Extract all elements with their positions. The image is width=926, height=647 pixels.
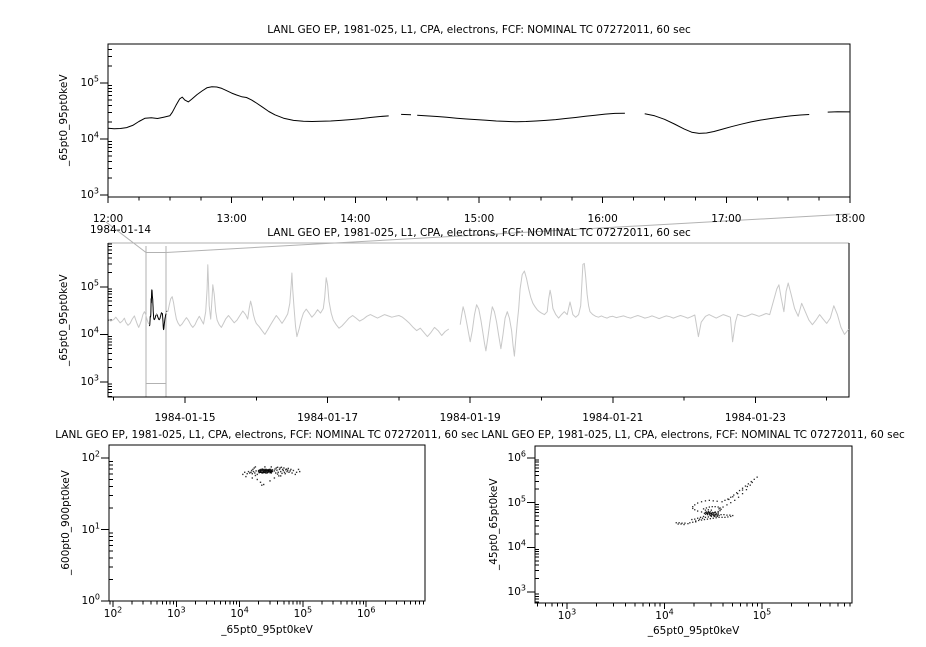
x-tick-label: 105 [752,607,772,622]
time-tick-label: 14:00 [340,213,371,225]
panel1-title: LANL GEO EP, 1981-025, L1, CPA, electron… [267,24,691,36]
panel1-frame [107,43,851,198]
panel4-x-axis-label: _65pt0_95pt0keV [647,625,740,637]
panel4-title: LANL GEO EP, 1981-025, L1, CPA, electron… [481,429,905,441]
date-tick-label: 1984-01-17 [297,412,359,424]
time-tick-label: 15:00 [463,213,495,225]
y-tick-label: 105 [80,74,99,89]
date-tick-label: 1984-01-21 [582,412,644,424]
time-tick-label: 13:00 [216,213,247,225]
date-context-label: 1984-01-14 [90,224,152,236]
panel2-highlight-series-line [148,289,168,331]
panel2-frame [107,243,850,398]
y-tick-label: 105 [507,494,526,509]
panel4-scatter-points [675,476,758,526]
date-tick-label: 1984-01-15 [154,412,216,424]
x-tick-label: 103 [557,607,577,622]
y-tick-label: 104 [80,130,99,145]
time-tick-label: 18:00 [834,213,866,225]
panel4-y-axis-label: _45pt0_65pt0keV [488,478,500,571]
panel3-frame [108,444,426,602]
panel1-series-line [107,86,851,134]
panel2-context-series-line [108,262,850,357]
x-tick-label: 104 [655,607,674,622]
x-tick-label: 103 [167,605,186,620]
panel1-y-axis-label: _65pt0_95pt0keV [58,74,70,167]
panel2-title: LANL GEO EP, 1981-025, L1, CPA, electron… [267,227,691,239]
panel3-title: LANL GEO EP, 1981-025, L1, CPA, electron… [55,429,479,441]
y-tick-label: 103 [80,373,99,388]
panel4-frame [534,445,853,604]
connector-line-right [165,213,851,253]
time-tick-label: 12:00 [92,213,124,225]
y-tick-label: 100 [81,592,100,607]
x-tick-label: 106 [356,605,376,620]
panel3-x-axis-label: _65pt0_95pt0keV [221,624,313,636]
date-tick-label: 1984-01-23 [724,412,786,424]
y-tick-label: 105 [80,278,99,293]
y-tick-label: 101 [81,521,100,536]
date-tick-label: 1984-01-19 [439,412,501,424]
time-tick-label: 16:00 [587,213,618,225]
x-tick-label: 102 [103,605,123,620]
connector-line-left [105,221,147,253]
y-tick-label: 106 [507,449,526,464]
panel3-scatter-points [242,466,301,486]
time-tick-label: 17:00 [711,213,742,225]
y-tick-label: 104 [507,538,526,554]
y-tick-label: 103 [507,583,526,598]
y-tick-label: 103 [80,186,99,201]
y-tick-label: 102 [81,449,100,464]
x-tick-label: 105 [293,605,313,620]
y-tick-label: 104 [80,325,99,341]
x-tick-label: 104 [230,605,249,620]
